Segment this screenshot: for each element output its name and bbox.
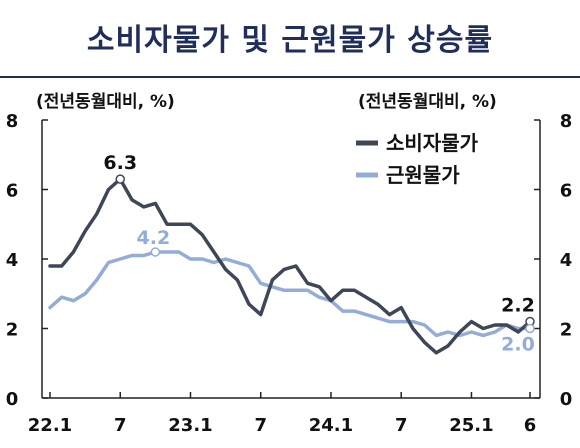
x-tick-label: 7 (395, 415, 408, 436)
legend-label: 근원물가 (386, 163, 460, 187)
y-axis-unit-left: (전년동월대비, %) (36, 92, 175, 112)
x-tick-labels: 22.1 7 23.1 7 24.1 7 25.1 6 (28, 392, 536, 436)
y-tick-label-right: 8 (560, 111, 573, 132)
y-axis-unit-right: (전년동월대비, %) (358, 92, 497, 112)
data-label: 2.0 (501, 334, 535, 356)
y-tick-label-left: 2 (6, 320, 19, 341)
data-label: 6.3 (103, 152, 137, 174)
x-tick-label: 6 (524, 415, 537, 436)
y-tick-label-right: 2 (560, 320, 573, 341)
y-tick-label-right: 0 (560, 389, 573, 410)
x-tick-label: 7 (254, 415, 267, 436)
legend-label: 소비자물가 (386, 131, 479, 155)
data-labels: 6.3 4.2 2.2 2.0 (103, 152, 534, 355)
x-tick-label: 7 (114, 415, 127, 436)
y-tick-label-left: 6 (6, 181, 19, 202)
data-label: 4.2 (137, 227, 171, 249)
data-point-marker (525, 323, 535, 334)
x-tick-label: 23.1 (168, 415, 212, 436)
series-line-cpi (48, 177, 532, 355)
y-tick-label-right: 6 (560, 181, 573, 202)
y-tick-label-left: 8 (6, 111, 19, 132)
series-line-core (48, 250, 532, 338)
chart-title: 소비자물가 및 근원물가 상승률 (86, 23, 494, 58)
y-tick-labels: 0 0 2 2 4 4 6 6 8 8 (6, 111, 573, 410)
y-tick-label-left: 0 (6, 389, 19, 410)
title-divider (0, 76, 580, 78)
x-tick-label: 22.1 (28, 415, 72, 436)
y-tick-label-right: 4 (560, 250, 573, 271)
series-lines (48, 177, 532, 355)
x-tick-label: 24.1 (309, 415, 353, 436)
y-tick-label-left: 4 (6, 250, 19, 271)
data-label: 2.2 (501, 295, 535, 317)
x-tick-label: 25.1 (449, 415, 493, 436)
data-point-marker (150, 247, 161, 257)
data-point-marker (115, 174, 125, 184)
